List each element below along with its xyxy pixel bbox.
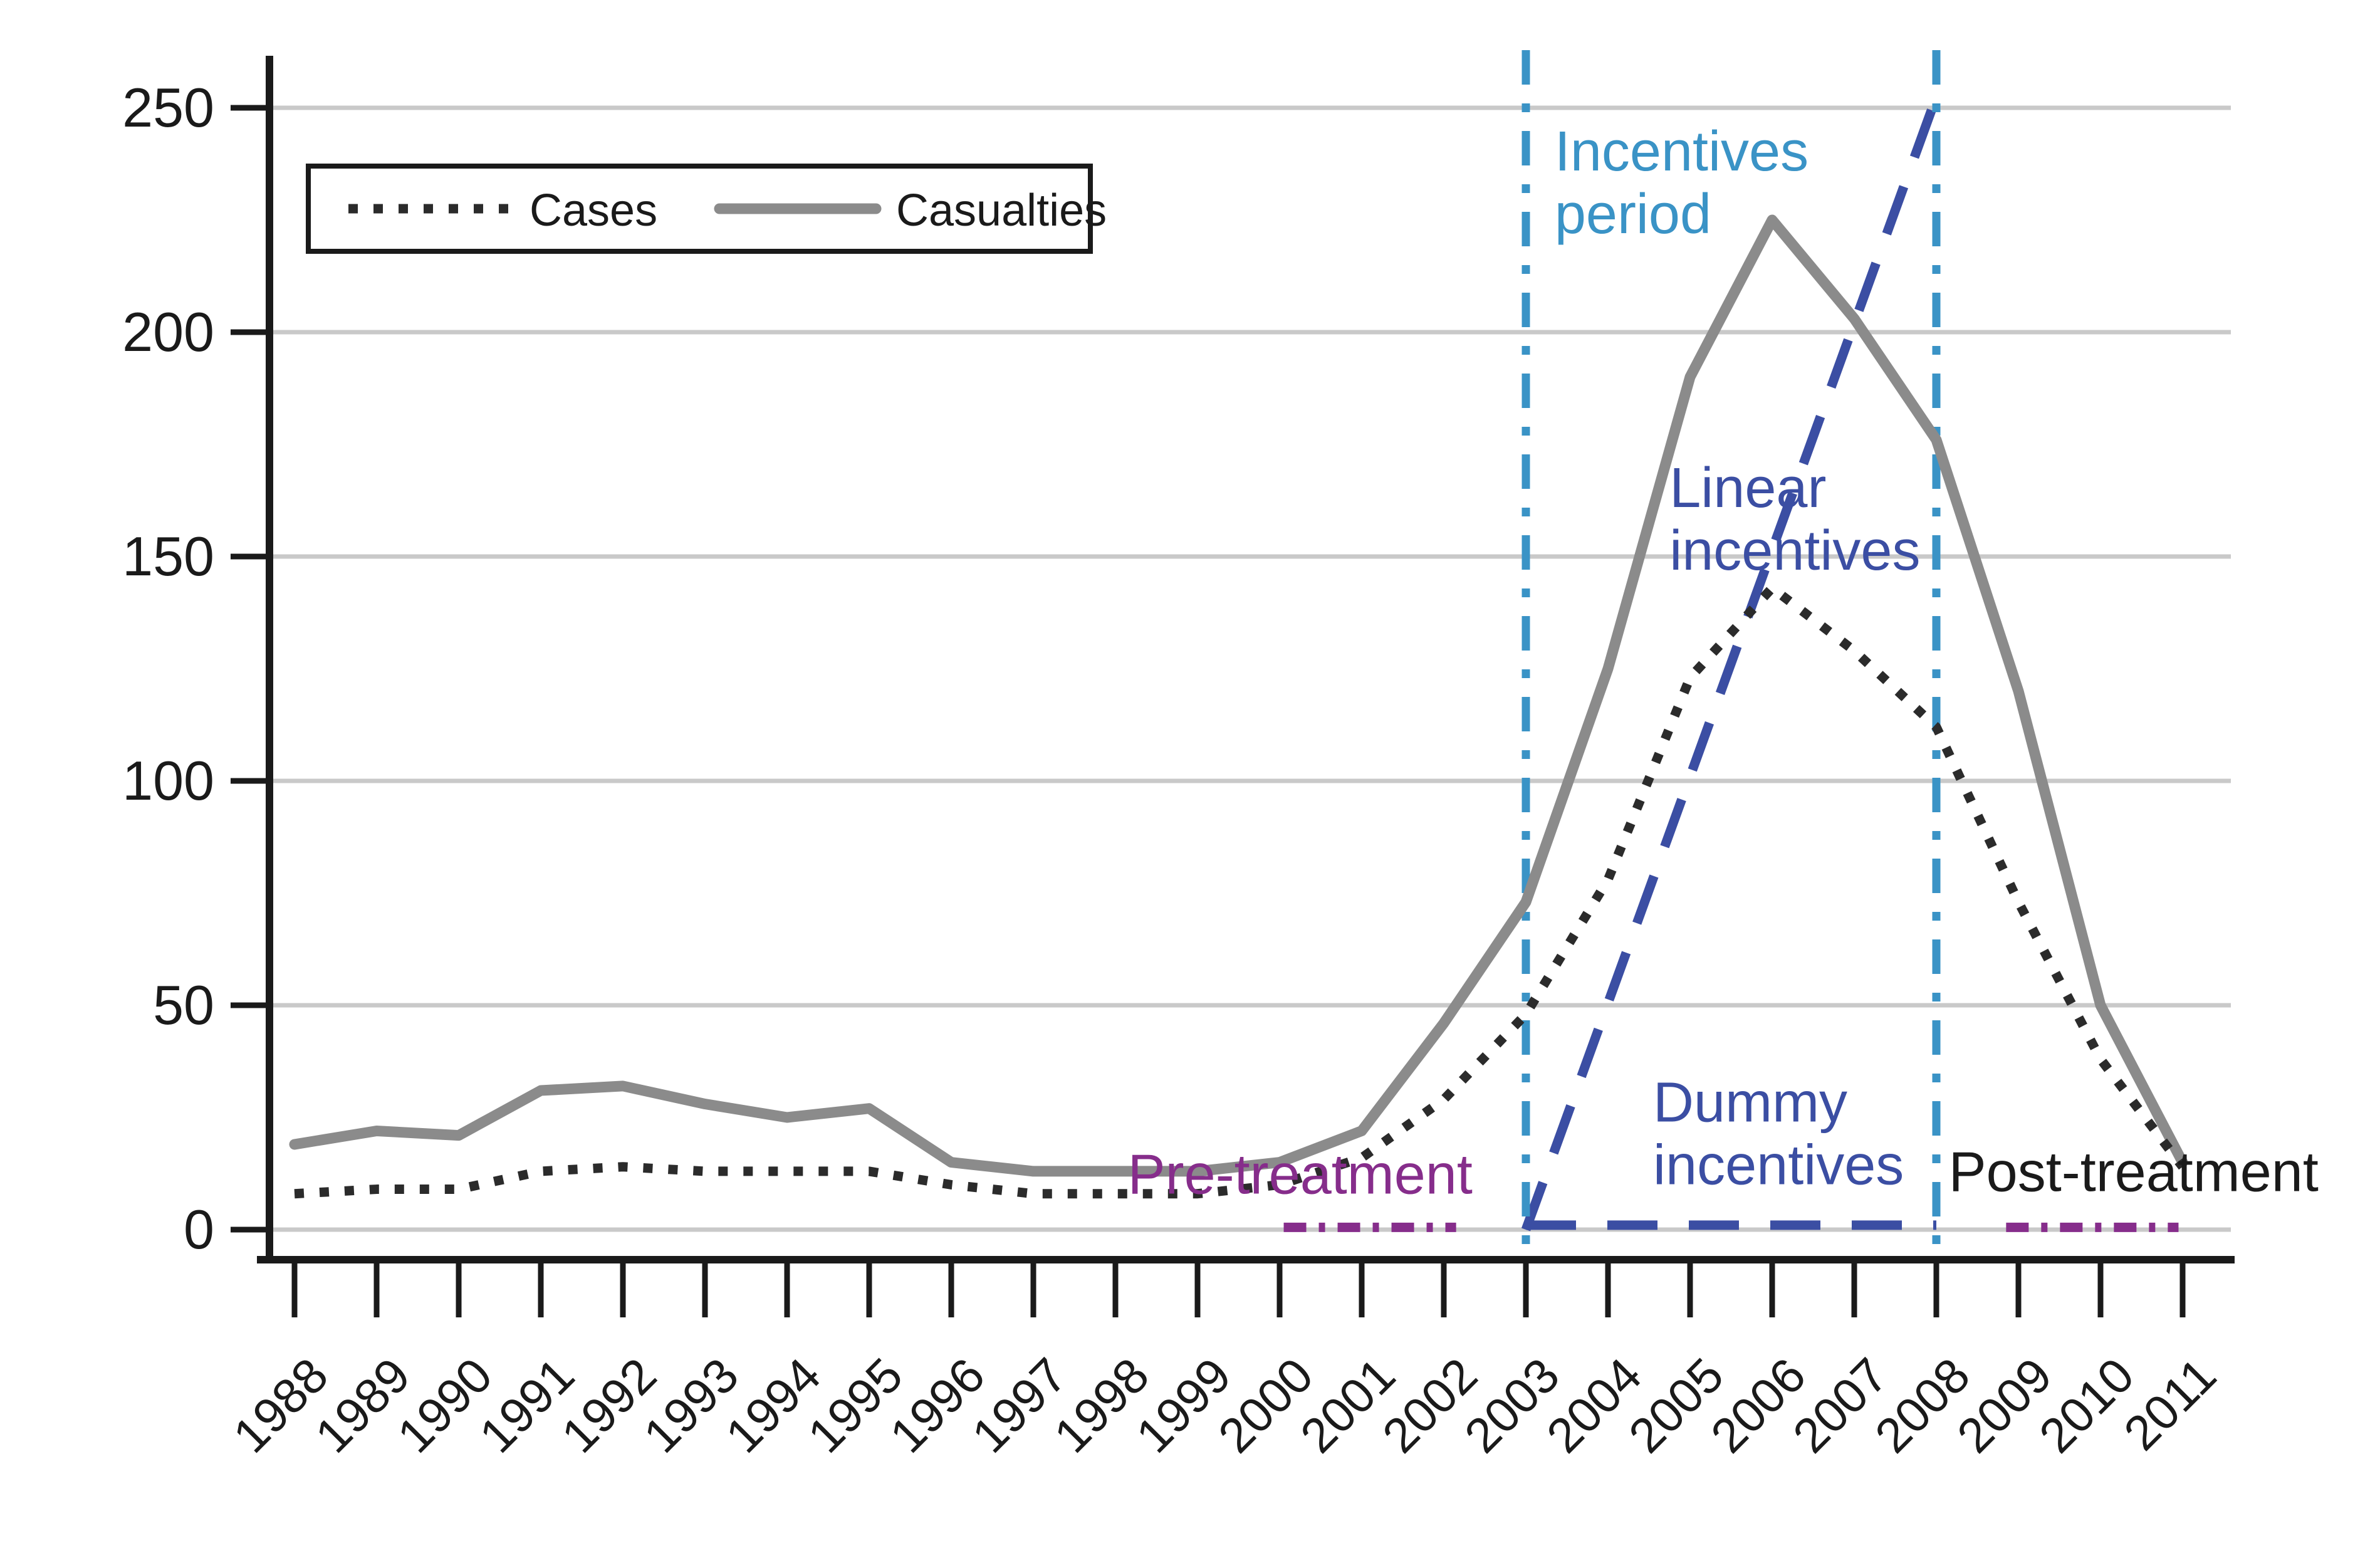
x-axis-label-2002: 2002 <box>1372 1347 1488 1463</box>
x-axis-label-1994: 1994 <box>715 1347 831 1463</box>
x-axis-label-2000: 2000 <box>1208 1347 1323 1463</box>
x-axis-label-2006: 2006 <box>1700 1347 1816 1463</box>
linear-incentives-line <box>1521 79 1947 1232</box>
x-axis-label-2011: 2011 <box>2113 1347 2226 1461</box>
x-axis-label-1993: 1993 <box>633 1347 749 1463</box>
y-axis-label-0: 0 <box>184 1198 214 1260</box>
cases-line <box>294 583 2186 1199</box>
x-axis-label-2007: 2007 <box>1782 1347 1898 1463</box>
x-axis-label-1992: 1992 <box>551 1347 667 1463</box>
x-axis-label-1991: 1991 <box>469 1347 585 1463</box>
linear-incentives-label-line-1: Linear <box>1669 457 1826 520</box>
x-axis-label-1996: 1996 <box>879 1347 995 1463</box>
x-axis-label-1998: 1998 <box>1043 1347 1159 1463</box>
dummy-incentives-label-line-1: Dummy <box>1653 1072 1847 1134</box>
y-axis-label-50: 50 <box>153 974 214 1036</box>
dummy-incentives-label-line-2: incentives <box>1653 1134 1904 1197</box>
x-axis-label-1999: 1999 <box>1125 1347 1241 1463</box>
pre-treatment-label: Pre-treatment <box>1128 1143 1473 1206</box>
legend <box>306 164 1093 254</box>
x-axis-label-1989: 1989 <box>305 1347 420 1463</box>
x-axis-label-2009: 2009 <box>1946 1347 2062 1463</box>
y-axis-label-250: 250 <box>122 76 214 139</box>
legend-cases-label: Cases <box>530 186 657 236</box>
x-axis-label-2004: 2004 <box>1536 1347 1652 1463</box>
y-axis-label-150: 150 <box>122 525 214 587</box>
x-axis-label-1990: 1990 <box>387 1347 503 1463</box>
x-axis-label-2001: 2001 <box>1290 1347 1406 1463</box>
casualties-line <box>289 214 2188 1177</box>
x-axis-label-2010: 2010 <box>2028 1347 2144 1463</box>
y-axis-label-100: 100 <box>122 750 214 812</box>
incentives-period-label-line-1: Incentives <box>1555 120 1808 183</box>
x-axis-label-2008: 2008 <box>1864 1347 1980 1463</box>
y-axis-label-200: 200 <box>122 301 214 363</box>
x-axis-label-1997: 1997 <box>961 1347 1077 1463</box>
post-treatment-label-line-1: Post-treatment <box>1949 1141 2319 1204</box>
post-treatment-label: Post-treatment <box>1949 1141 2319 1204</box>
x-axis-label-1995: 1995 <box>797 1347 913 1463</box>
legend-casualties-label: Casualties <box>896 186 1107 236</box>
x-axis-label-1988: 1988 <box>222 1347 338 1463</box>
x-axis-label-2003: 2003 <box>1454 1347 1570 1463</box>
legend-box <box>306 164 1093 254</box>
x-axis-label-2005: 2005 <box>1618 1347 1734 1463</box>
incentives-period-label-line-2: period <box>1555 183 1711 246</box>
pre-treatment-label-line-1: Pre-treatment <box>1128 1143 1473 1206</box>
linear-incentives-label-line-2: incentives <box>1669 520 1920 582</box>
